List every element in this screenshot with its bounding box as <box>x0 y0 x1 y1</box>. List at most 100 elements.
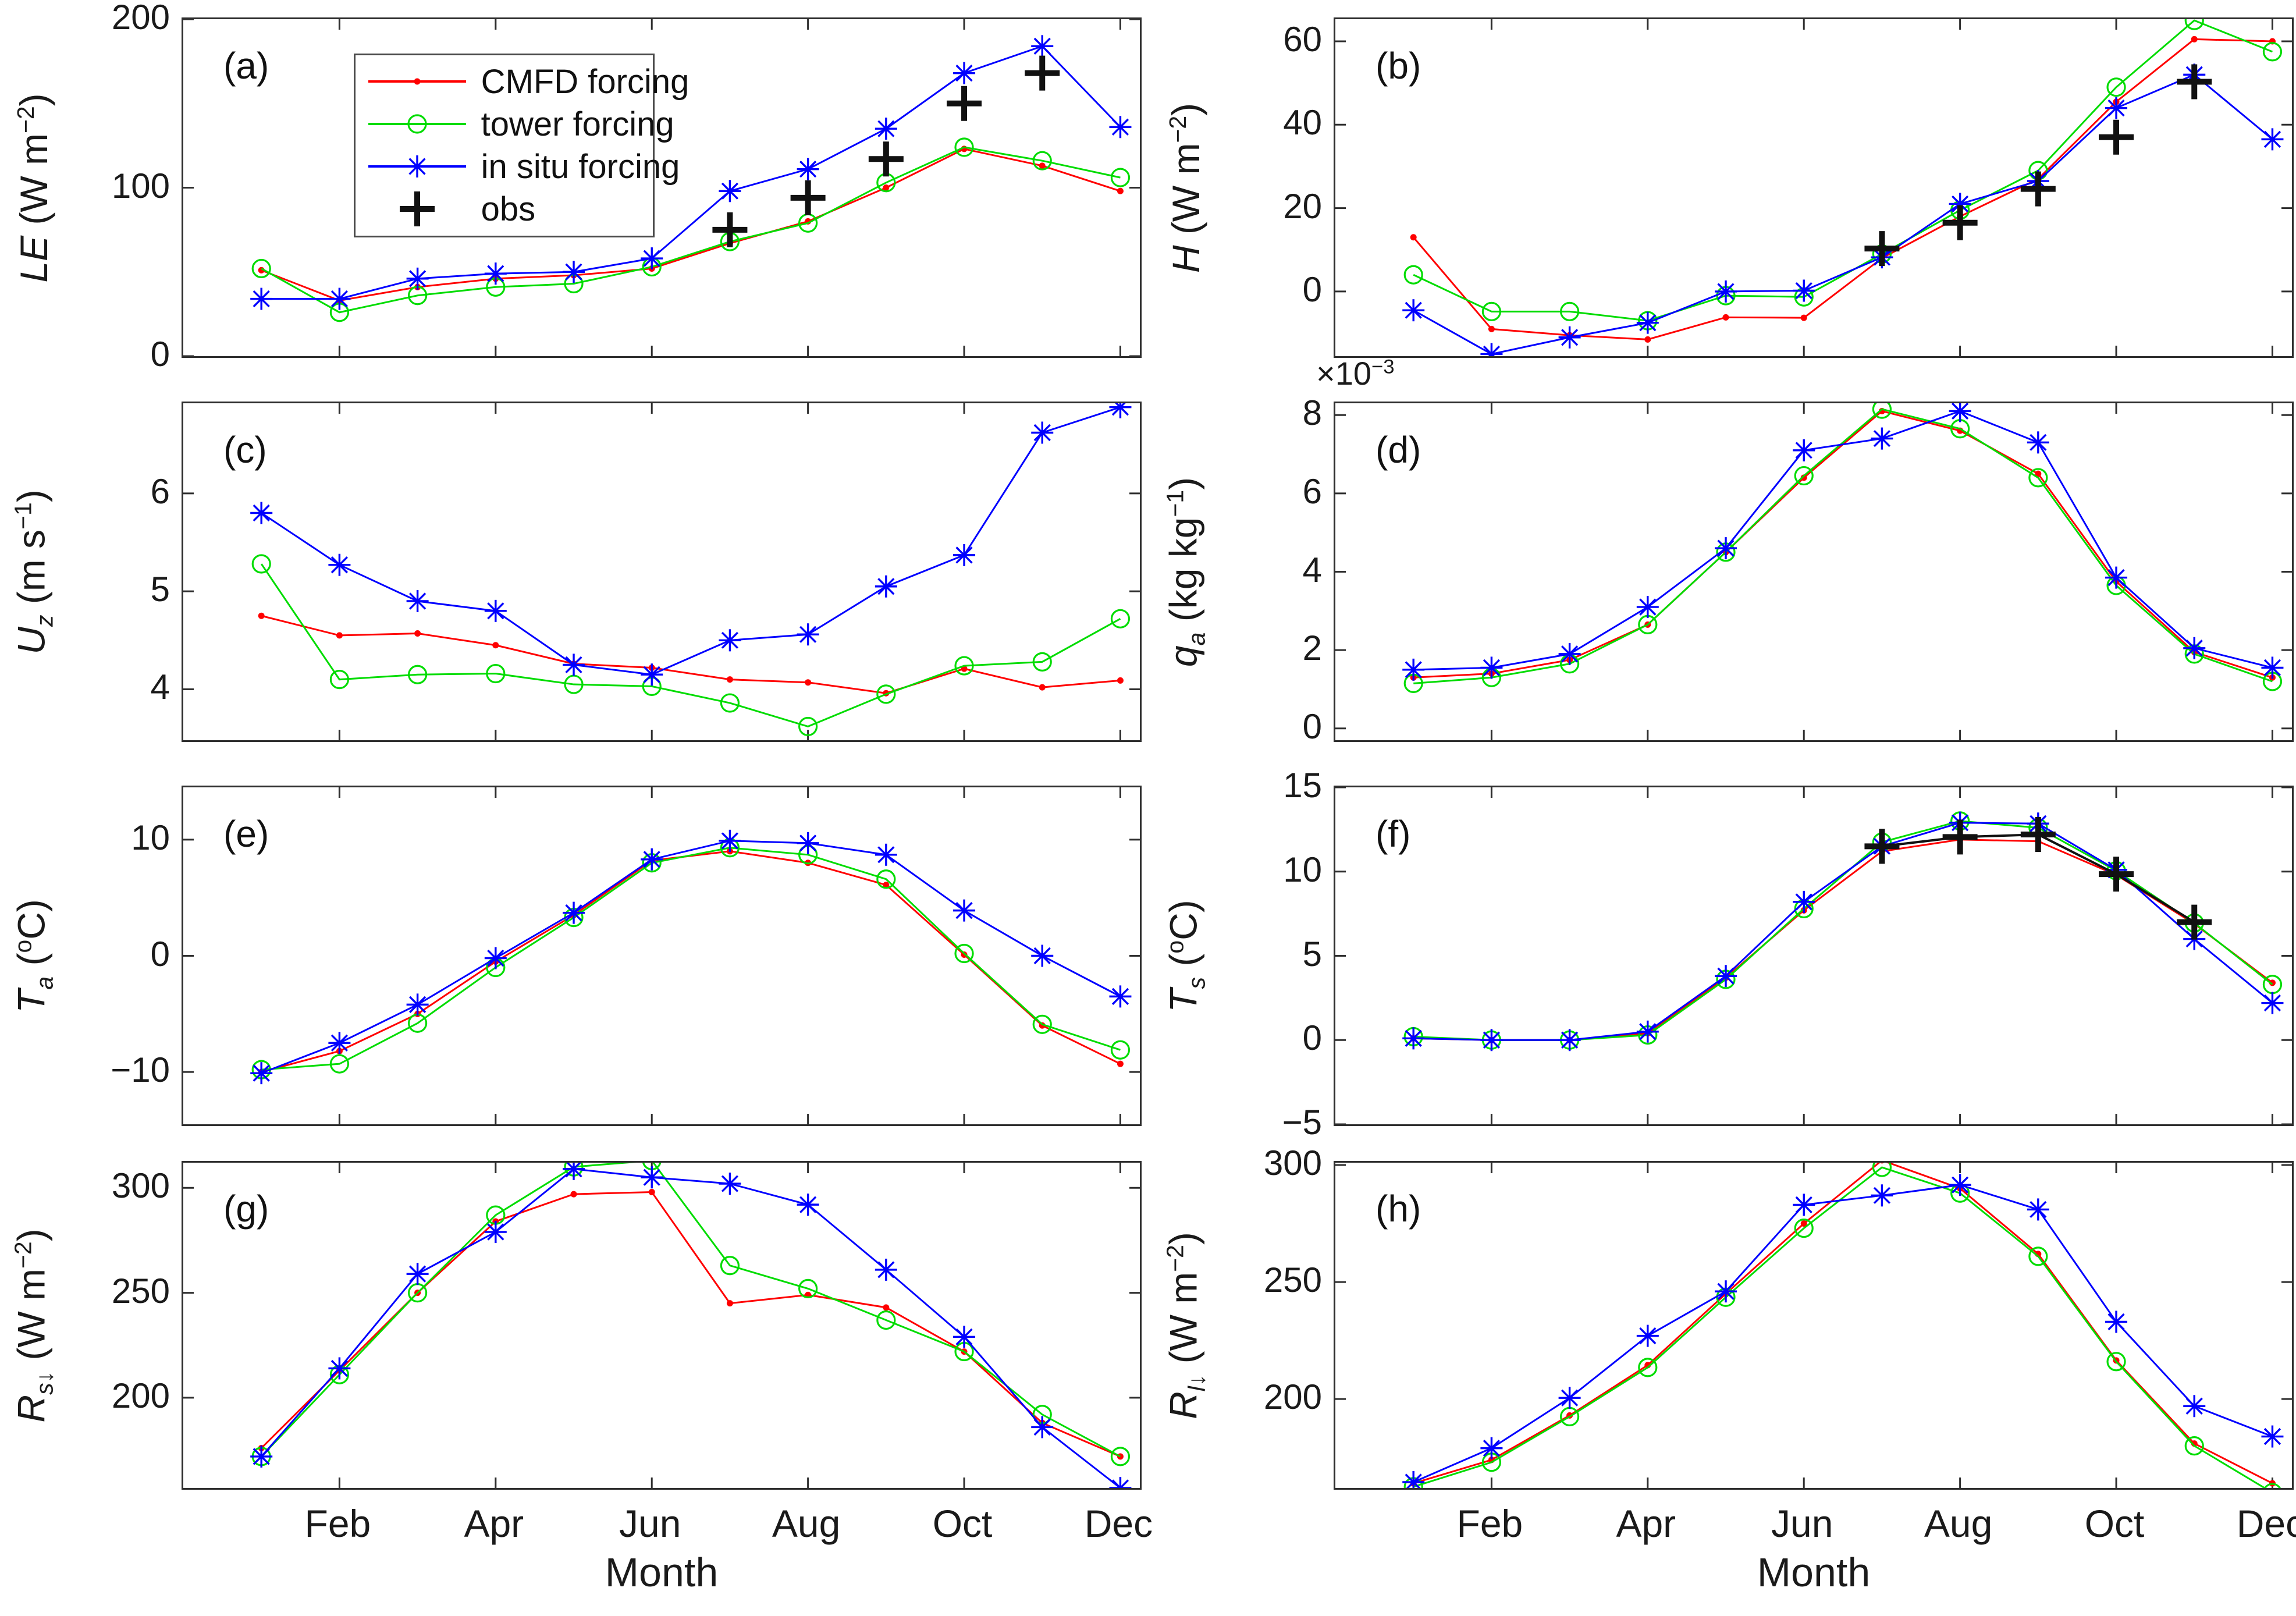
panel-letter: (b) <box>1376 45 1421 87</box>
y-axis-label: Ta (oC) <box>9 899 58 1013</box>
label-part: (W m <box>1161 1272 1205 1375</box>
label-part: a <box>1183 632 1210 645</box>
y-axis-label: Uz (m s−1) <box>9 489 58 654</box>
label-part: C) <box>9 898 53 940</box>
y-tick-label: 4 <box>1302 550 1322 589</box>
x-tick-label: Apr <box>1616 1502 1676 1545</box>
x-tick-label: Oct <box>2084 1502 2145 1545</box>
label-part: ) <box>1161 477 1205 490</box>
series-cmfd <box>258 848 1124 1075</box>
y-tick-label: 0 <box>150 934 170 974</box>
panel-c-uz: Uz (m s−1) 4 5 6 (c) <box>9 402 1142 742</box>
label-part: H <box>1164 244 1207 273</box>
x-tick-label: Feb <box>304 1502 371 1545</box>
label-part: −2 <box>1164 115 1191 143</box>
label-part: z <box>31 615 58 627</box>
plot-area: (d) <box>1334 402 2294 742</box>
y-tick-label: 40 <box>1283 103 1322 143</box>
series-tower <box>1403 811 2283 1050</box>
panel-letter: (d) <box>1376 429 1421 471</box>
legend-label: obs <box>481 190 536 228</box>
plot-canvas <box>1335 787 2292 1124</box>
plot-canvas <box>183 787 1140 1124</box>
y-tick-label: 250 <box>111 1271 170 1310</box>
y-axis-label: Rs↓ (W m−2) <box>9 1228 58 1422</box>
x-tick-label: Jun <box>1771 1502 1833 1545</box>
label-part: (kg kg <box>1161 517 1205 633</box>
legend-plus-marker-icon <box>399 191 435 227</box>
panel-d-qa: qa (kg kg−1) ×10−3 0 2 4 6 8 (d) <box>1161 355 2294 744</box>
y-tick-label: 200 <box>1263 1377 1322 1417</box>
legend: CMFD forcing tower forcing in situ forcing… <box>353 54 689 237</box>
plot-area: (f) <box>1334 786 2294 1126</box>
panel-a-le: LE (W m−2) 0 100 200 (a) CMFD forcing tower… <box>12 0 1142 372</box>
panel-g-rsd: Rs↓ (W m−2) 200 250 300 Feb Apr Jun Aug Oct Dec… <box>9 1161 1153 1545</box>
y-tick-label: 60 <box>1283 19 1322 59</box>
y-axis-label: H (W m−2) <box>1164 102 1208 272</box>
axis-ticks <box>183 19 1140 356</box>
y-tick-label: 4 <box>150 667 170 707</box>
series-insitu <box>250 829 1132 1085</box>
x-tick-label: Dec <box>2236 1502 2296 1545</box>
y-tick-label: 0 <box>150 335 170 374</box>
y-tick-label: 6 <box>1302 471 1322 511</box>
series-insitu <box>250 1163 1132 1488</box>
x-tick-label: Jun <box>619 1502 681 1545</box>
label-part: ) <box>1161 1231 1205 1245</box>
legend-circle-marker-icon <box>368 114 466 134</box>
label-part: ( <box>1161 953 1205 977</box>
y-tick-label: 2 <box>1302 628 1322 668</box>
legend-dot-marker-icon <box>368 78 466 85</box>
series-obs <box>1864 64 2212 267</box>
legend-item-obs: obs <box>365 190 648 229</box>
y-tick-label: 100 <box>111 166 170 205</box>
legend-item-cmfd: CMFD forcing <box>365 62 689 101</box>
y-tick-label: 300 <box>1263 1143 1322 1183</box>
y-tick-label: 200 <box>111 0 170 37</box>
plot-area: (b) <box>1334 17 2294 358</box>
label-part: −2 <box>1161 1244 1189 1272</box>
series-tower <box>251 838 1131 1079</box>
series-tower <box>1403 403 2283 693</box>
label-part: q <box>1161 645 1205 667</box>
plot-canvas <box>1335 403 2292 740</box>
series-insitu <box>1402 63 2284 356</box>
label-part: (m s <box>9 529 53 615</box>
plot-area: (a) CMFD forcing tower forcing in situ for… <box>182 17 1142 358</box>
series-obs <box>1864 817 2212 940</box>
label-part: s <box>1183 976 1210 989</box>
label-part: ) <box>12 93 55 106</box>
label-part: −1 <box>1161 489 1189 517</box>
label-part: ) <box>9 1228 53 1241</box>
label-part: R <box>9 1394 53 1423</box>
y-tick-label: 10 <box>1283 850 1322 889</box>
series-insitu <box>1402 811 2284 1052</box>
label-part: o <box>9 939 37 953</box>
x-tick-label: Oct <box>932 1502 993 1545</box>
series-insitu <box>1402 403 2284 681</box>
x-axis-title: Month <box>1757 1550 1871 1595</box>
y-axis-label: LE (W m−2) <box>12 93 56 282</box>
plot-canvas <box>183 1163 1140 1488</box>
y-tick-label: −10 <box>111 1050 170 1090</box>
label-part: s↓ <box>31 1370 58 1395</box>
plot-area: (c) <box>182 402 1142 742</box>
y-tick-labels: −10 0 10 <box>65 786 170 1126</box>
axis-ticks <box>183 1163 1140 1488</box>
label-part: −3 <box>1371 356 1395 378</box>
panel-letter: (h) <box>1376 1187 1421 1230</box>
panel-letter: (a) <box>223 45 269 87</box>
panel-h-rld: Rl↓ (W m−2) 200 250 300 Feb Apr Jun Aug Oct Dec… <box>1161 1146 2296 1545</box>
label-part: o <box>1161 940 1189 954</box>
panel-letter: (e) <box>223 813 269 855</box>
panel-e-ta: Ta (oC) −10 0 10 (e) <box>9 786 1142 1126</box>
label-part: ( <box>9 953 53 976</box>
y-tick-labels: −5 0 5 10 15 <box>1217 768 1322 1140</box>
series-insitu <box>250 403 1132 686</box>
y-axis-label: Rl↓ (W m−2) <box>1161 1232 1210 1419</box>
label-part: −2 <box>9 1241 37 1269</box>
series-cmfd <box>1410 35 2276 343</box>
x-axis-title: Month <box>605 1550 719 1595</box>
x-tick-labels: Feb Apr Jun Aug Oct Dec <box>1334 1490 2296 1554</box>
y-tick-label: 0 <box>1302 269 1322 309</box>
